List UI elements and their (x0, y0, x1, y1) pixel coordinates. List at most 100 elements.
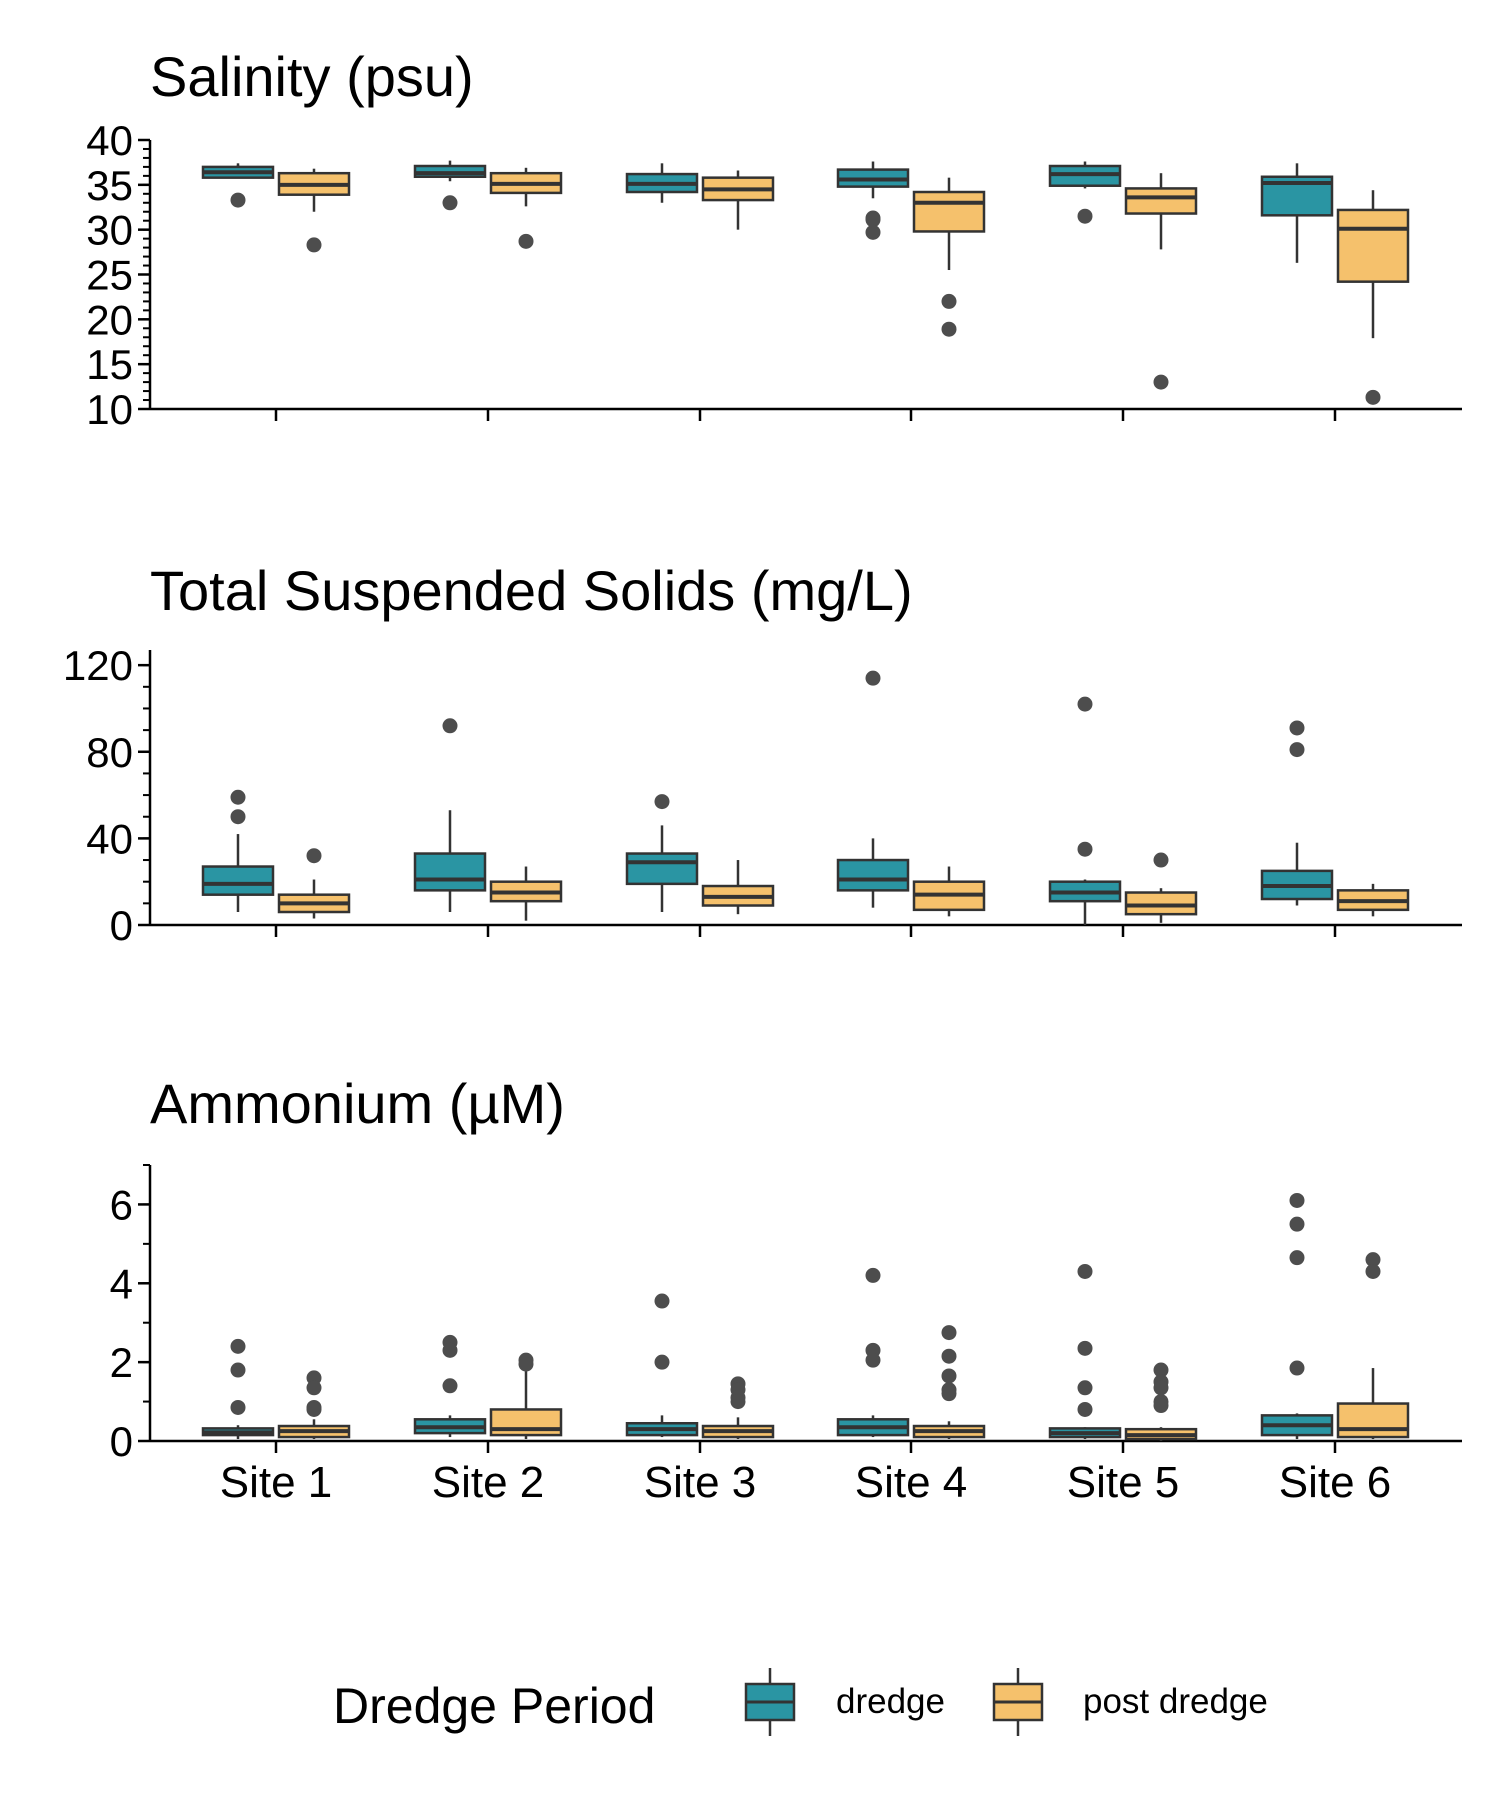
boxplot-dredge-site-2 (413, 718, 487, 913)
x-tick-label: Site 5 (1067, 1458, 1180, 1507)
outlier-point (1077, 1401, 1093, 1417)
boxplot-dredge-site-1 (201, 163, 275, 208)
box (1336, 1402, 1410, 1439)
panel-title: Total Suspended Solids (mg/L) (150, 559, 913, 622)
outlier-point (1153, 852, 1169, 868)
outlier-point (306, 1401, 322, 1417)
outlier-point (941, 1325, 957, 1341)
boxplot-dredge-site-4 (836, 670, 910, 908)
boxplot-dredge-site-6 (1260, 720, 1334, 906)
boxplot-dredge-site-5 (1048, 696, 1122, 925)
outlier-point (1365, 389, 1381, 405)
boxplot-post-dredge-site-3 (701, 1376, 775, 1440)
panel-title: Salinity (psu) (150, 45, 474, 108)
plot-area-tss: 0 40 80 120 (63, 642, 1462, 949)
outlier-point (1077, 841, 1093, 857)
y-tick-label: 10 (86, 386, 133, 433)
legend-label-dredge: dredge (836, 1682, 945, 1721)
x-tick-label: Site 2 (432, 1458, 545, 1507)
outlier-point (1153, 1380, 1169, 1396)
boxplot-post-dredge-site-2 (489, 866, 563, 921)
outlier-point (230, 1338, 246, 1354)
outlier-point (654, 794, 670, 810)
boxplot-post-dredge-site-1 (277, 168, 351, 253)
panel-title: Ammonium (µM) (150, 1072, 565, 1135)
legend-key-post-dredge (992, 1668, 1044, 1736)
panel-ammonium: Ammonium (µM) 0 2 4 6 Site 1 Site 2 Site 3 Site… (110, 1072, 1462, 1507)
y-tick-label: 0 (110, 1418, 133, 1465)
outlier-point (230, 809, 246, 825)
boxplot-dredge-site-3 (625, 163, 699, 203)
y-tick-label: 4 (110, 1260, 133, 1307)
x-tick-label: Site 3 (644, 1458, 757, 1507)
outlier-point (518, 233, 534, 249)
outlier-point (865, 212, 881, 228)
outlier-point (518, 1356, 534, 1372)
box (836, 858, 910, 892)
outlier-point (865, 224, 881, 240)
outlier-point (1153, 1398, 1169, 1414)
boxplot-post-dredge-site-5 (1124, 173, 1198, 390)
panel-total-suspended-solids: Total Suspended Solids (mg/L) 0 40 80 120 (63, 559, 1462, 949)
boxplot-post-dredge-site-3 (701, 860, 775, 915)
y-tick-label: 2 (110, 1339, 133, 1386)
outlier-point (1365, 1263, 1381, 1279)
outlier-point (1077, 1340, 1093, 1356)
y-tick-label: 25 (86, 252, 133, 299)
outlier-point (1289, 720, 1305, 736)
plot-area-ammonium: 0 2 4 6 Site 1 Site 2 Site 3 Site 4 Site 5 Site 6 (110, 1164, 1462, 1507)
box (1124, 187, 1198, 215)
boxplot-dredge-site-4 (836, 1267, 910, 1438)
boxplot-dredge-site-6 (1260, 163, 1334, 263)
outlier-point (1153, 374, 1169, 390)
boxplot-dredge-site-3 (625, 1293, 699, 1438)
boxplot-post-dredge-site-1 (277, 1370, 351, 1440)
boxplot-post-dredge-site-5 (1124, 852, 1198, 923)
outlier-point (1289, 1216, 1305, 1232)
outlier-point (230, 192, 246, 208)
boxplot-post-dredge-site-3 (701, 170, 775, 230)
outlier-point (865, 1267, 881, 1283)
outlier-point (230, 1399, 246, 1415)
y-tick-label: 0 (110, 902, 133, 949)
box (1124, 891, 1198, 916)
y-tick-label: 30 (86, 207, 133, 254)
outlier-point (1289, 742, 1305, 758)
outlier-point (941, 321, 957, 337)
outlier-point (865, 670, 881, 686)
box (201, 865, 275, 896)
y-tick-label: 80 (86, 729, 133, 776)
outlier-point (1289, 1360, 1305, 1376)
outlier-point (442, 1342, 458, 1358)
outlier-point (941, 1386, 957, 1402)
outlier-point (306, 848, 322, 864)
boxplot-post-dredge-site-1 (277, 848, 351, 919)
legend-label-post-dredge: post dredge (1083, 1682, 1268, 1721)
outlier-point (1077, 1380, 1093, 1396)
boxplot-dredge-site-5 (1048, 1263, 1122, 1440)
outlier-point (1077, 208, 1093, 224)
outlier-point (1077, 696, 1093, 712)
boxplot-dredge-site-2 (413, 1334, 487, 1438)
boxplot-dredge-site-5 (1048, 161, 1122, 224)
boxplot-dredge-site-2 (413, 160, 487, 211)
outlier-point (230, 789, 246, 805)
boxplot-post-dredge-site-4 (912, 866, 986, 917)
box (489, 1408, 563, 1437)
outlier-point (654, 1354, 670, 1370)
y-tick-label: 15 (86, 341, 133, 388)
x-tick-label: Site 4 (855, 1458, 968, 1507)
legend-title: Dredge Period (333, 1678, 655, 1734)
boxplot-post-dredge-site-2 (489, 167, 563, 249)
legend-key-dredge (744, 1668, 796, 1736)
y-tick-label: 20 (86, 296, 133, 343)
outlier-point (730, 1394, 746, 1410)
boxplot-post-dredge-site-6 (1336, 1252, 1410, 1440)
legend: Dredge Period dredge post dredge (333, 1668, 1268, 1736)
boxplot-post-dredge-site-6 (1336, 190, 1410, 405)
outlier-point (442, 718, 458, 734)
box (1336, 208, 1410, 283)
